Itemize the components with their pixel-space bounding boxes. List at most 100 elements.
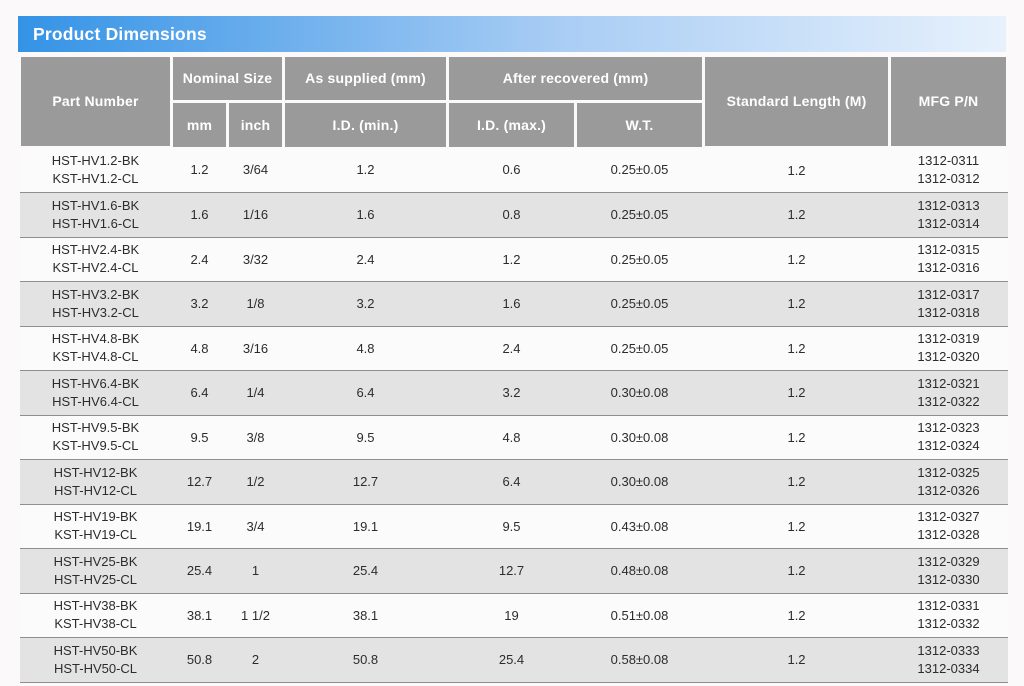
table-row: HST-HV25-BK HST-HV25-CL 25.4 1 25.4 12.7… xyxy=(19,548,1008,593)
nominal-mm-cell: 1.2 xyxy=(190,162,209,177)
nominal-mm-cell: 38.1 xyxy=(186,607,213,623)
table-row: HST-HV4.8-BK KST-HV4.8-CL 4.8 3/16 4.8 2… xyxy=(19,326,1008,371)
mfg-pn-line-1: 1312-0319 xyxy=(917,331,980,347)
id-min-cell: 1.2 xyxy=(356,162,375,177)
part-number-line-1: HST-HV25-BK xyxy=(53,553,138,569)
wt-cell: 0.30±0.08 xyxy=(610,429,669,445)
standard-length-cell: 1.2 xyxy=(787,296,806,312)
col-header-id-max: I.D. (max.) xyxy=(446,99,577,147)
id-min-cell: 19.1 xyxy=(352,518,379,534)
id-min-cell: 38.1 xyxy=(352,607,379,623)
wt-cell: 0.25±0.05 xyxy=(610,251,669,267)
table-row: HST-HV6.4-BK HST-HV6.4-CL 6.4 1/4 6.4 3.… xyxy=(19,370,1008,416)
standard-length-cell: 1.2 xyxy=(787,518,806,534)
id-max-cell: 12.7 xyxy=(498,563,525,579)
mfg-pn-cell: 1312-0321 1312-0322 xyxy=(890,371,1008,416)
part-number-cell: HST-HV19-BK KST-HV19-CL xyxy=(20,504,172,549)
nominal-inch-cell: 3/16 xyxy=(242,340,269,356)
col-header-after-recovered: After recovered (mm) xyxy=(445,57,706,103)
table-row: HST-HV1.2-BK KST-HV1.2-CL 1.2 3/64 1.2 0… xyxy=(19,147,1008,193)
mfg-pn-line-2: 1312-0312 xyxy=(917,171,980,187)
table-row: HST-HV12-BK HST-HV12-CL 12.7 1/2 12.7 6.… xyxy=(19,459,1008,505)
col-header-as-supplied: As supplied (mm) xyxy=(282,57,449,103)
nominal-inch-cell: 1/16 xyxy=(242,207,269,223)
id-max-cell: 25.4 xyxy=(498,652,525,668)
mfg-pn-cell: 1312-0311 1312-0312 xyxy=(890,147,1008,193)
col-header-wt: W.T. xyxy=(573,99,706,147)
table-header-row-1: Part Number Nominal Size As supplied (mm… xyxy=(18,57,1010,149)
mfg-pn-cell: 1312-0327 1312-0328 xyxy=(890,504,1008,549)
wt-cell: 0.51±0.08 xyxy=(610,607,669,623)
part-number-cell: HST-HV3.2-BK HST-HV3.2-CL xyxy=(20,282,172,327)
table-row: HST-HV50-BK HST-HV50-CL 50.8 2 50.8 25.4… xyxy=(19,637,1008,683)
mfg-pn-cell: 1312-0315 1312-0316 xyxy=(890,237,1008,282)
part-number-line-2: KST-HV38-CL xyxy=(54,616,137,632)
wt-cell: 0.58±0.08 xyxy=(610,652,669,668)
part-number-cell: HST-HV2.4-BK KST-HV2.4-CL xyxy=(20,237,172,282)
table-row: HST-HV1.6-BK HST-HV1.6-CL 1.6 1/16 1.6 0… xyxy=(19,192,1008,237)
id-min-cell: 2.4 xyxy=(356,251,375,267)
id-min-cell: 6.4 xyxy=(356,385,375,401)
nominal-inch-cell: 1/8 xyxy=(246,296,265,312)
mfg-pn-line-2: 1312-0334 xyxy=(917,660,980,676)
id-max-cell: 1.2 xyxy=(502,251,521,267)
section-title-bar: Product Dimensions xyxy=(18,16,1006,52)
part-number-line-2: KST-HV19-CL xyxy=(54,527,137,543)
mfg-pn-line-2: 1312-0320 xyxy=(917,349,980,365)
nominal-mm-cell: 50.8 xyxy=(186,652,213,668)
nominal-inch-cell: 3/8 xyxy=(246,429,265,445)
id-max-cell: 0.6 xyxy=(502,162,521,177)
standard-length-cell: 1.2 xyxy=(787,474,806,490)
id-min-cell: 50.8 xyxy=(352,652,379,668)
nominal-mm-cell: 2.4 xyxy=(190,251,209,267)
part-number-line-2: HST-HV6.4-CL xyxy=(52,393,139,409)
mfg-pn-cell: 1312-0331 1312-0332 xyxy=(890,593,1008,638)
id-max-cell: 4.8 xyxy=(502,429,521,445)
part-number-line-1: HST-HV2.4-BK xyxy=(51,242,140,258)
part-number-line-2: KST-HV1.2-CL xyxy=(52,171,139,187)
nominal-inch-cell: 3/4 xyxy=(246,518,265,534)
col-header-inch: inch xyxy=(226,99,285,147)
standard-length-cell: 1.2 xyxy=(787,251,806,267)
id-min-cell: 12.7 xyxy=(352,474,379,490)
mfg-pn-line-2: 1312-0328 xyxy=(917,527,980,543)
wt-cell: 0.25±0.05 xyxy=(610,340,669,356)
part-number-line-1: HST-HV4.8-BK xyxy=(51,331,140,347)
col-header-standard-length: Standard Length (M) xyxy=(702,57,892,149)
id-max-cell: 6.4 xyxy=(502,474,521,490)
col-header-part-number: Part Number xyxy=(18,57,173,149)
wt-cell: 0.48±0.08 xyxy=(610,563,669,579)
mfg-pn-line-1: 1312-0329 xyxy=(917,553,980,569)
id-max-cell: 1.6 xyxy=(502,296,521,312)
table-header: Part Number Nominal Size As supplied (mm… xyxy=(18,57,1010,149)
col-header-id-min: I.D. (min.) xyxy=(282,99,449,147)
nominal-mm-cell: 12.7 xyxy=(186,474,213,490)
part-number-line-2: HST-HV25-CL xyxy=(53,571,138,587)
mfg-pn-line-1: 1312-0311 xyxy=(917,153,980,169)
standard-length-cell: 1.2 xyxy=(787,429,806,445)
table-row: HST-HV38-BK KST-HV38-CL 38.1 1 1/2 38.1 … xyxy=(19,593,1008,638)
standard-length-cell: 1.2 xyxy=(787,340,806,356)
standard-length-cell: 1.2 xyxy=(787,385,806,401)
mfg-pn-line-2: 1312-0330 xyxy=(917,571,980,587)
wt-cell: 0.25±0.05 xyxy=(610,162,669,177)
part-number-cell: HST-HV1.2-BK KST-HV1.2-CL xyxy=(20,147,172,193)
part-number-cell: HST-HV6.4-BK HST-HV6.4-CL xyxy=(20,371,172,416)
id-max-cell: 3.2 xyxy=(502,385,521,401)
part-number-cell: HST-HV50-BK HST-HV50-CL xyxy=(20,638,172,683)
nominal-inch-cell: 1 xyxy=(251,563,260,579)
mfg-pn-line-2: 1312-0326 xyxy=(917,482,980,498)
mfg-pn-cell: 1312-0319 1312-0320 xyxy=(890,326,1008,371)
part-number-line-2: HST-HV50-CL xyxy=(53,660,138,676)
table-row: HST-HV9.5-BK KST-HV9.5-CL 9.5 3/8 9.5 4.… xyxy=(19,415,1008,460)
nominal-inch-cell: 3/64 xyxy=(242,162,269,177)
mfg-pn-line-2: 1312-0322 xyxy=(917,393,980,409)
mfg-pn-line-1: 1312-0325 xyxy=(917,464,980,480)
part-number-line-1: HST-HV3.2-BK xyxy=(51,286,140,302)
part-number-line-1: HST-HV6.4-BK xyxy=(51,375,140,391)
part-number-cell: HST-HV12-BK HST-HV12-CL xyxy=(20,460,172,505)
id-min-cell: 4.8 xyxy=(356,340,375,356)
mfg-pn-line-2: 1312-0318 xyxy=(917,304,980,320)
wt-cell: 0.30±0.08 xyxy=(610,474,669,490)
